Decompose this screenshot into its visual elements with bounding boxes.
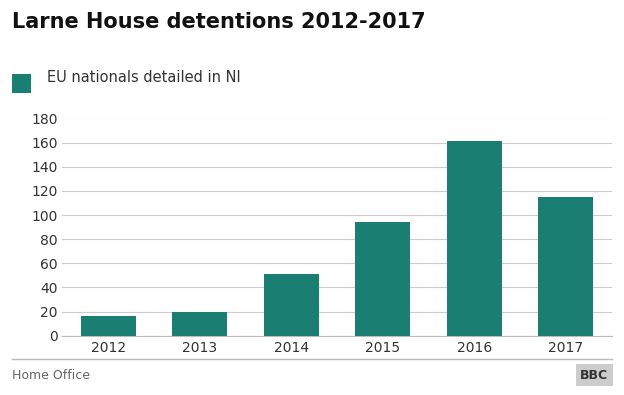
Text: Home Office: Home Office: [12, 369, 90, 382]
Bar: [355, 222, 410, 336]
Bar: [172, 312, 227, 336]
Text: Larne House detentions 2012-2017: Larne House detentions 2012-2017: [12, 12, 426, 32]
Bar: [80, 316, 135, 336]
Bar: [264, 274, 319, 336]
Text: EU nationals detailed in NI: EU nationals detailed in NI: [47, 70, 240, 85]
Text: BBC: BBC: [580, 369, 608, 382]
Bar: [447, 141, 502, 336]
Bar: [539, 197, 593, 336]
